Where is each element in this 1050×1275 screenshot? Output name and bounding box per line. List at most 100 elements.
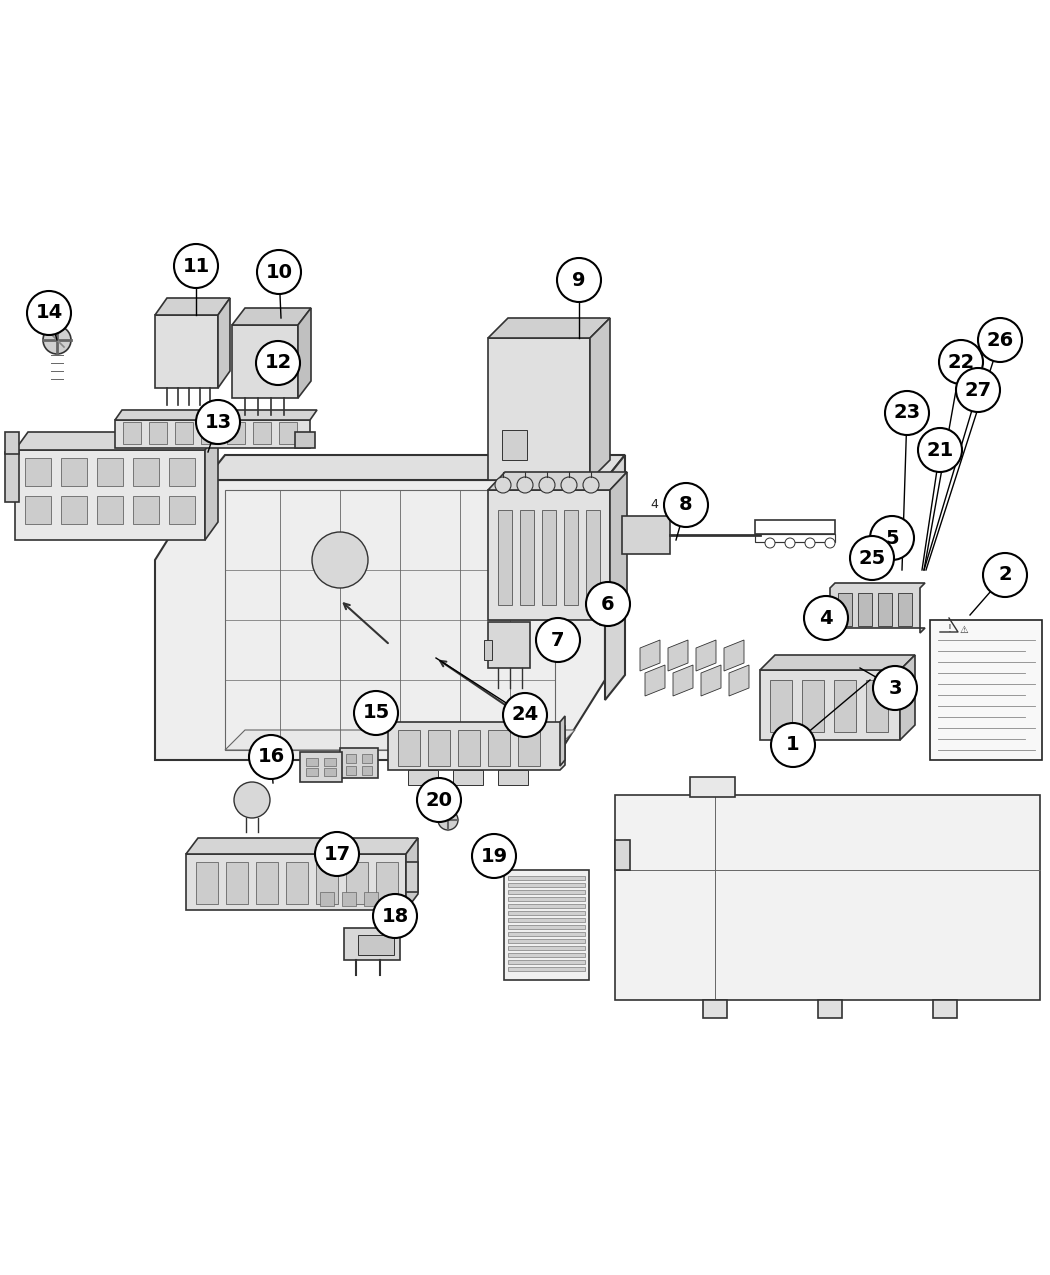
Polygon shape [155, 298, 230, 315]
Polygon shape [668, 640, 688, 671]
Text: 4: 4 [650, 499, 658, 511]
Polygon shape [253, 422, 271, 444]
Text: 2: 2 [999, 566, 1012, 584]
Polygon shape [346, 766, 356, 775]
Text: 19: 19 [481, 847, 507, 866]
Polygon shape [169, 496, 195, 524]
Polygon shape [508, 876, 585, 880]
Polygon shape [838, 593, 852, 626]
Circle shape [257, 250, 301, 295]
Polygon shape [362, 766, 372, 775]
Polygon shape [508, 946, 585, 950]
Polygon shape [508, 890, 585, 894]
Polygon shape [564, 510, 578, 606]
Polygon shape [488, 490, 610, 620]
Polygon shape [673, 666, 693, 696]
Polygon shape [300, 752, 342, 782]
Polygon shape [97, 458, 123, 486]
Polygon shape [133, 496, 159, 524]
Polygon shape [508, 884, 585, 887]
Polygon shape [15, 450, 205, 541]
Polygon shape [225, 731, 575, 750]
Polygon shape [155, 315, 218, 388]
Text: ⚠: ⚠ [960, 625, 969, 635]
Polygon shape [286, 862, 308, 904]
Polygon shape [520, 510, 534, 606]
Polygon shape [458, 731, 480, 766]
Polygon shape [858, 593, 871, 626]
Polygon shape [344, 928, 400, 960]
Polygon shape [502, 430, 527, 460]
Text: 7: 7 [663, 499, 671, 511]
Polygon shape [340, 748, 378, 778]
Polygon shape [155, 479, 605, 760]
Polygon shape [232, 309, 311, 325]
Polygon shape [484, 640, 492, 660]
Circle shape [417, 778, 461, 822]
Circle shape [939, 340, 983, 384]
Polygon shape [324, 759, 336, 766]
Polygon shape [508, 932, 585, 936]
Text: 1: 1 [786, 736, 800, 755]
Polygon shape [358, 935, 394, 955]
Polygon shape [205, 432, 218, 541]
Text: 8: 8 [679, 496, 693, 515]
Polygon shape [116, 411, 317, 419]
Polygon shape [232, 325, 298, 398]
Circle shape [983, 553, 1027, 597]
Text: 3: 3 [888, 678, 902, 697]
Polygon shape [900, 655, 915, 740]
Polygon shape [226, 862, 248, 904]
Polygon shape [320, 892, 334, 907]
Polygon shape [866, 680, 888, 732]
Polygon shape [898, 593, 912, 626]
Polygon shape [364, 892, 378, 907]
Polygon shape [316, 862, 338, 904]
Text: 22: 22 [947, 352, 974, 371]
Polygon shape [186, 838, 418, 854]
Text: !: ! [947, 623, 951, 634]
Circle shape [472, 834, 516, 878]
Polygon shape [610, 472, 627, 620]
Text: 23: 23 [894, 403, 921, 422]
Circle shape [561, 477, 578, 493]
Circle shape [536, 618, 580, 662]
Polygon shape [878, 593, 892, 626]
Circle shape [438, 810, 458, 830]
Polygon shape [116, 419, 310, 448]
Polygon shape [169, 458, 195, 486]
Polygon shape [342, 892, 356, 907]
Polygon shape [196, 862, 218, 904]
Polygon shape [498, 510, 512, 606]
Polygon shape [508, 918, 585, 922]
Text: 24: 24 [511, 705, 539, 724]
Polygon shape [227, 422, 245, 444]
Text: 17: 17 [323, 844, 351, 863]
Circle shape [556, 258, 601, 302]
Circle shape [27, 291, 71, 335]
Polygon shape [61, 496, 87, 524]
Circle shape [956, 368, 1000, 412]
Circle shape [517, 477, 533, 493]
Polygon shape [218, 298, 230, 388]
Circle shape [765, 538, 775, 548]
Circle shape [870, 516, 914, 560]
Polygon shape [149, 422, 167, 444]
Polygon shape [696, 640, 716, 671]
Circle shape [249, 734, 293, 779]
Circle shape [664, 483, 708, 527]
Polygon shape [388, 722, 565, 770]
Polygon shape [542, 510, 557, 606]
Polygon shape [428, 731, 450, 766]
Circle shape [234, 782, 270, 819]
Circle shape [503, 694, 547, 737]
Polygon shape [704, 1000, 727, 1017]
Circle shape [885, 391, 929, 435]
Circle shape [495, 477, 511, 493]
Circle shape [785, 538, 795, 548]
Polygon shape [830, 583, 925, 632]
Text: 21: 21 [926, 440, 953, 459]
Text: 13: 13 [205, 413, 232, 431]
Polygon shape [586, 510, 600, 606]
Polygon shape [175, 422, 193, 444]
